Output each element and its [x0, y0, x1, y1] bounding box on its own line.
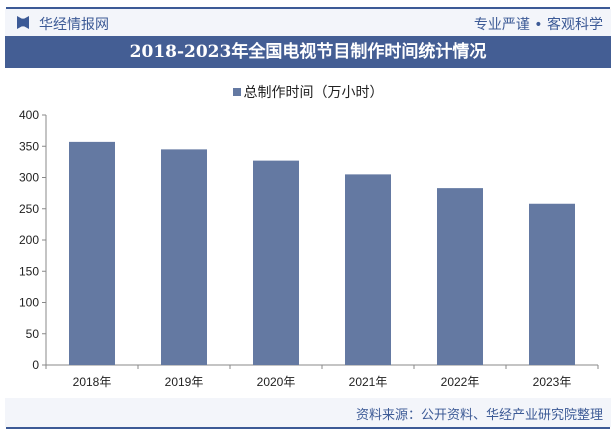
legend-swatch: [232, 88, 241, 96]
x-tick-label: 2018年: [73, 375, 112, 389]
x-tick-label: 2020年: [257, 375, 296, 389]
x-tick-label: 2022年: [441, 375, 480, 389]
bar-2023年: [529, 203, 575, 365]
y-tick-label: 0: [32, 358, 39, 372]
x-tick-label: 2023年: [533, 375, 572, 389]
y-tick-label: 150: [19, 264, 39, 278]
y-tick-label: 100: [19, 296, 39, 310]
chart-title: 2018-2023年全国电视节目制作时间统计情况: [5, 36, 611, 68]
y-tick-label: 350: [19, 139, 39, 153]
y-tick-label: 400: [19, 108, 39, 122]
x-tick-label: 2021年: [349, 375, 388, 389]
bar-2022年: [437, 188, 483, 365]
header: 华经情报网 专业严谨 • 客观科学: [5, 9, 611, 36]
slogan: 专业严谨 • 客观科学: [473, 17, 603, 33]
legend: 总制作时间（万小时）: [0, 82, 616, 102]
bar-2019年: [161, 149, 207, 365]
y-tick-label: 200: [19, 233, 39, 247]
source-note: 资料来源：公开资料、华经产业研究院整理: [355, 408, 603, 423]
bar-2018年: [69, 141, 115, 365]
bar-2021年: [345, 174, 391, 365]
bottom-border: [6, 427, 610, 429]
y-tick-label: 50: [26, 327, 40, 341]
x-tick-label: 2019年: [165, 375, 204, 389]
legend-label: 总制作时间（万小时）: [243, 85, 384, 101]
bar-2020年: [253, 160, 299, 365]
footer: 资料来源：公开资料、华经产业研究院整理: [5, 398, 611, 427]
top-border: [6, 7, 610, 9]
brand-name: 华经情报网: [39, 17, 109, 33]
logo-icon: [17, 16, 29, 29]
y-tick-label: 300: [19, 171, 39, 185]
y-tick-label: 250: [19, 202, 39, 216]
